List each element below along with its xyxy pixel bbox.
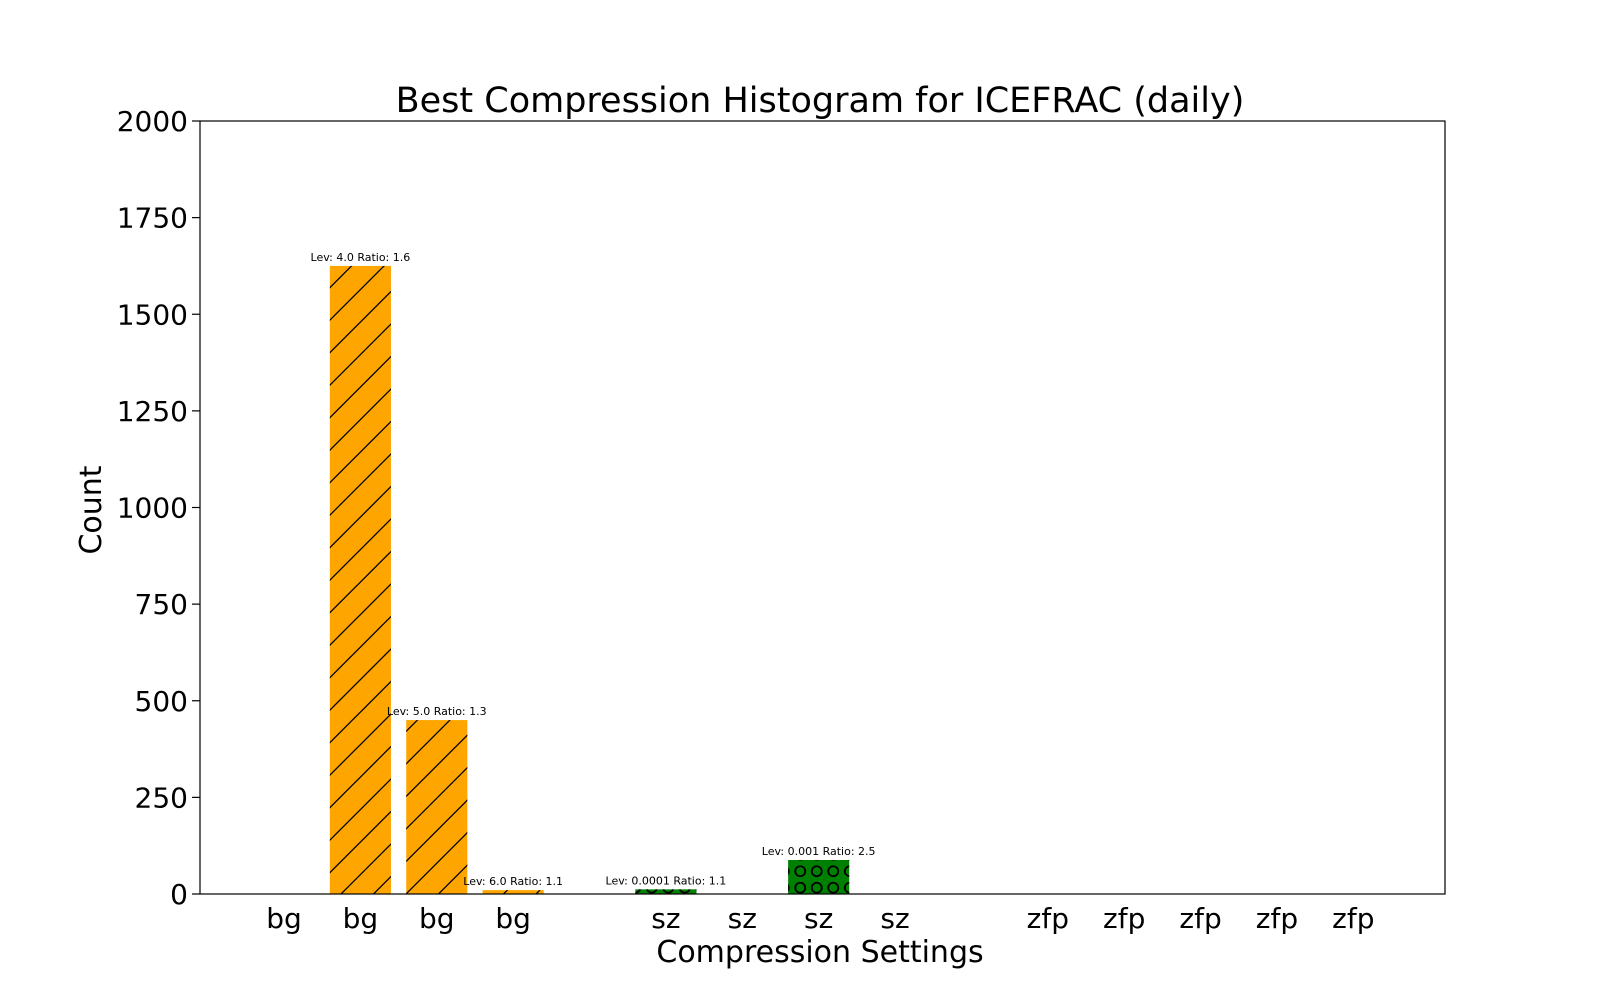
y-tick-label-1: 250 [135,781,188,814]
x-tick-label-7: sz [880,902,909,935]
bar-hatch-1 [329,265,391,894]
bar-hatch-2 [406,720,468,894]
y-tick-label-0: 0 [170,878,188,911]
chart-title: Best Compression Histogram for ICEFRAC (… [396,81,1245,121]
x-tick-label-10: zfp [1179,902,1221,935]
plot-frame [199,120,1446,895]
bar-hatch-4 [635,889,697,894]
y-tick-label-8: 2000 [117,105,188,138]
x-tick-label-12: zfp [1332,902,1374,935]
y-tick-label-4: 1000 [117,492,188,525]
y-tick-label-3: 750 [135,588,188,621]
y-axis-ticks: 0 250 500 750 1000 1250 1500 1750 2000 [117,105,200,911]
bar-value-label-1: Lev: 4.0 Ratio: 1.6 [311,251,411,264]
x-tick-label-2: bg [419,902,455,935]
x-tick-label-3: bg [495,902,531,935]
bar-value-label-3: Lev: 6.0 Ratio: 1.1 [463,875,563,888]
bar-value-label-2: Lev: 5.0 Ratio: 1.3 [387,705,487,718]
y-tick-label-7: 1750 [117,202,188,235]
y-tick-label-6: 1500 [117,298,188,331]
x-tick-label-5: sz [728,902,757,935]
x-axis-label: Compression Settings [656,935,983,970]
bar-hatch-3 [482,890,544,894]
y-tick-label-5: 1250 [117,395,188,428]
y-tick-label-2: 500 [135,685,188,718]
x-tick-label-4: sz [651,902,680,935]
x-tick-label-11: zfp [1256,902,1298,935]
x-tick-label-0: bg [266,902,302,935]
x-tick-label-1: bg [343,902,379,935]
bar-labels-layer: Lev: 4.0 Ratio: 1.6 Lev: 5.0 Ratio: 1.3 Le… [311,251,876,888]
x-tick-label-9: zfp [1103,902,1145,935]
bar-hatch-6 [788,859,850,894]
x-axis-ticks: bg bg bg bg sz sz sz sz zfp zfp zfp zfp zfp [266,902,1374,935]
x-tick-label-8: zfp [1027,902,1069,935]
bar-value-label-6: Lev: 0.001 Ratio: 2.5 [762,845,876,858]
y-axis-label: Count [74,465,109,554]
bar-value-label-4: Lev: 0.0001 Ratio: 1.1 [606,874,727,887]
bars-layer [329,265,850,894]
x-tick-label-6: sz [804,902,833,935]
